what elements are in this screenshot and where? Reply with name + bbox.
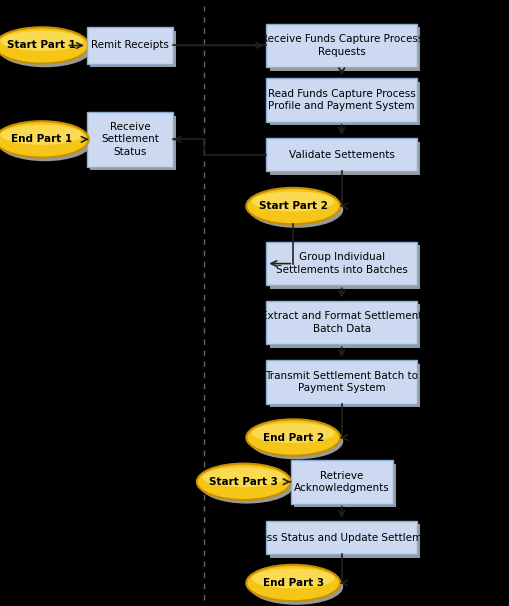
FancyBboxPatch shape [266, 360, 416, 404]
Text: Start Part 2: Start Part 2 [258, 201, 327, 211]
Text: Read Funds Capture Process
Profile and Payment System: Read Funds Capture Process Profile and P… [267, 89, 415, 111]
Text: Remit Receipts: Remit Receipts [91, 41, 168, 50]
FancyBboxPatch shape [87, 27, 173, 64]
FancyBboxPatch shape [269, 82, 419, 125]
FancyBboxPatch shape [90, 116, 176, 170]
FancyBboxPatch shape [266, 138, 416, 171]
Text: End Part 3: End Part 3 [262, 578, 323, 588]
Text: Receive
Settlement
Status: Receive Settlement Status [101, 122, 159, 157]
Ellipse shape [249, 191, 343, 228]
FancyBboxPatch shape [293, 464, 395, 507]
Ellipse shape [251, 423, 334, 443]
Ellipse shape [196, 464, 290, 500]
Text: Start Part 1: Start Part 1 [7, 41, 76, 50]
Text: Process Status and Update Settlements: Process Status and Update Settlements [238, 533, 444, 542]
Text: Start Part 3: Start Part 3 [209, 477, 278, 487]
FancyBboxPatch shape [269, 245, 419, 289]
Ellipse shape [246, 188, 340, 224]
FancyBboxPatch shape [269, 141, 419, 175]
Ellipse shape [249, 568, 343, 605]
Ellipse shape [1, 125, 83, 145]
Ellipse shape [0, 121, 89, 158]
FancyBboxPatch shape [87, 112, 173, 167]
Ellipse shape [0, 31, 92, 67]
FancyBboxPatch shape [90, 31, 176, 67]
FancyBboxPatch shape [266, 78, 416, 122]
Ellipse shape [200, 467, 293, 504]
FancyBboxPatch shape [266, 521, 416, 554]
Text: Group Individual
Settlements into Batches: Group Individual Settlements into Batche… [275, 253, 407, 275]
Text: End Part 1: End Part 1 [11, 135, 72, 144]
Ellipse shape [0, 27, 89, 64]
Ellipse shape [246, 565, 340, 601]
Ellipse shape [1, 31, 83, 51]
Ellipse shape [251, 191, 334, 211]
Ellipse shape [246, 419, 340, 456]
Text: Extract and Format Settlement
Batch Data: Extract and Format Settlement Batch Data [261, 311, 421, 333]
Ellipse shape [0, 125, 92, 161]
Text: Transmit Settlement Batch to
Payment System: Transmit Settlement Batch to Payment Sys… [265, 371, 417, 393]
FancyBboxPatch shape [290, 460, 392, 504]
Ellipse shape [251, 568, 334, 588]
FancyBboxPatch shape [269, 524, 419, 558]
FancyBboxPatch shape [266, 301, 416, 344]
FancyBboxPatch shape [269, 27, 419, 71]
Ellipse shape [249, 423, 343, 459]
Text: Validate Settements: Validate Settements [288, 150, 394, 159]
FancyBboxPatch shape [269, 304, 419, 348]
Text: Retrieve
Acknowledgments: Retrieve Acknowledgments [293, 471, 389, 493]
FancyBboxPatch shape [269, 364, 419, 407]
Text: Receive Funds Capture Process
Requests: Receive Funds Capture Process Requests [260, 35, 422, 56]
Text: End Part 2: End Part 2 [262, 433, 323, 442]
Ellipse shape [202, 467, 285, 487]
FancyBboxPatch shape [266, 242, 416, 285]
FancyBboxPatch shape [266, 24, 416, 67]
